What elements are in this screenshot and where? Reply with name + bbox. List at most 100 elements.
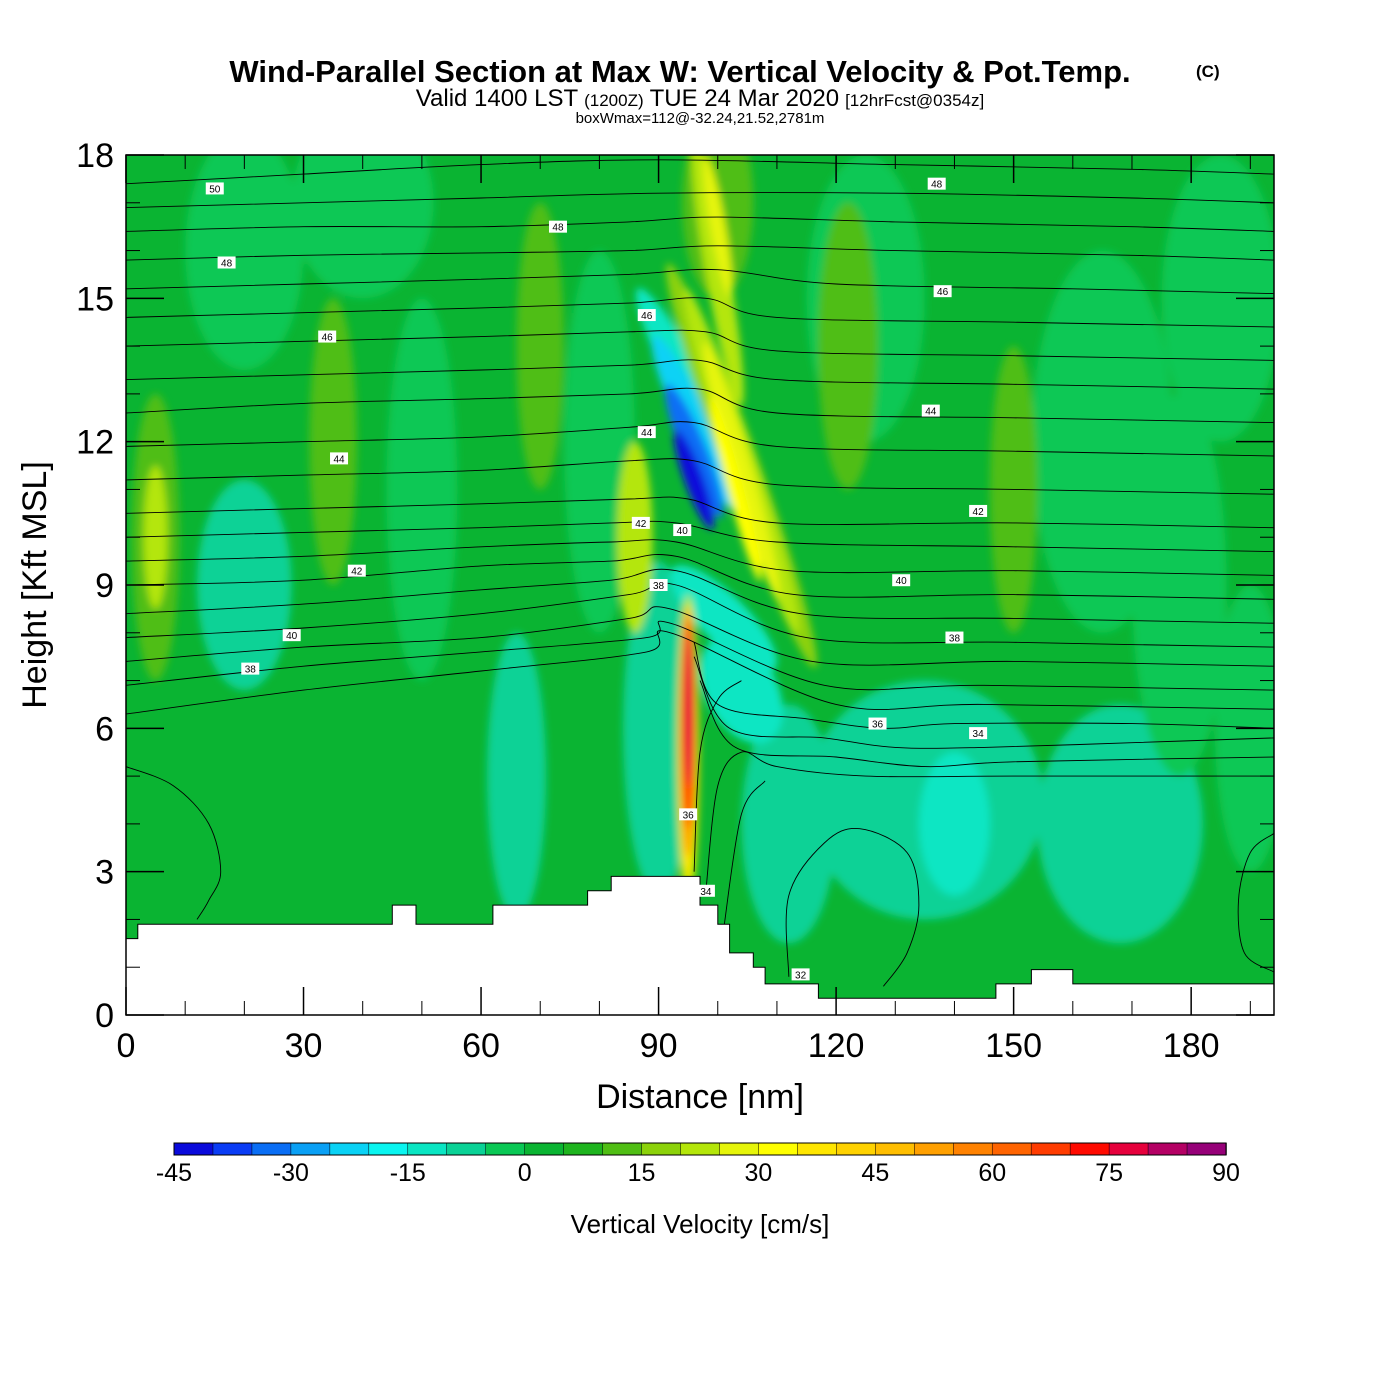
colorbar-swatch xyxy=(407,1142,448,1156)
contour-line xyxy=(126,192,1274,209)
svg-text:44: 44 xyxy=(641,428,653,439)
svg-text:42: 42 xyxy=(635,519,647,530)
velocity-blob xyxy=(185,155,304,370)
svg-text:48: 48 xyxy=(221,259,233,270)
velocity-blob xyxy=(703,156,733,298)
colorbar-swatch xyxy=(758,1142,799,1156)
contour-label: 40 xyxy=(673,524,692,537)
contour-line xyxy=(126,245,1274,261)
velocity-blob xyxy=(143,465,168,609)
colorbar-tick-label: 30 xyxy=(745,1159,773,1187)
velocity-blob xyxy=(623,561,695,896)
svg-text:50: 50 xyxy=(209,184,221,195)
contour-line xyxy=(126,387,1274,424)
colorbar-swatch xyxy=(368,1142,409,1156)
contour-line xyxy=(723,780,766,930)
colorbar-swatch xyxy=(1030,1142,1071,1156)
x-tick-label: 90 xyxy=(640,1027,678,1065)
velocity-blob xyxy=(670,565,778,672)
x-tick-label: 0 xyxy=(117,1027,136,1065)
contour-label: 44 xyxy=(921,404,940,418)
x-axis-label: Distance [nm] xyxy=(596,1078,804,1116)
colorbar-swatch xyxy=(719,1142,760,1156)
svg-text:40: 40 xyxy=(896,576,908,587)
y-tick-label: 9 xyxy=(95,567,114,605)
colorbar: -45 -30 -15 0 15 30 45 60 75 90 xyxy=(156,1142,1240,1187)
colorbar-swatch xyxy=(1108,1142,1149,1156)
svg-text:38: 38 xyxy=(245,665,257,676)
contour-line xyxy=(126,568,1274,624)
colorbar-swatch xyxy=(524,1142,565,1156)
svg-text:36: 36 xyxy=(872,720,884,731)
velocity-blob xyxy=(1161,155,1274,442)
y-tick-label: 0 xyxy=(95,997,114,1035)
colorbar-swatch xyxy=(173,1142,214,1156)
svg-text:48: 48 xyxy=(552,223,564,234)
colorbar-swatch xyxy=(836,1142,877,1156)
contour-label: 46 xyxy=(637,309,656,322)
colorbar-tick-label: 60 xyxy=(978,1159,1006,1187)
colorbar-swatch xyxy=(1186,1142,1227,1156)
velocity-blob xyxy=(386,298,458,681)
chart-title: Wind-Parallel Section at Max W: Vertical… xyxy=(229,54,1130,89)
svg-text:46: 46 xyxy=(641,311,653,322)
colorbar-tick-label: -30 xyxy=(273,1159,309,1187)
colorbar-tick-label: -15 xyxy=(390,1159,426,1187)
contour-line xyxy=(126,620,1274,691)
svg-text:40: 40 xyxy=(286,631,298,642)
svg-text:36: 36 xyxy=(683,810,695,821)
velocity-blob xyxy=(1037,704,1203,944)
velocity-blob xyxy=(197,479,292,691)
velocity-blob xyxy=(918,752,990,896)
colorbar-swatch xyxy=(212,1142,253,1156)
contour-label: 46 xyxy=(318,330,337,344)
contour-label: 38 xyxy=(241,662,260,676)
velocity-blob xyxy=(486,632,547,920)
contour-label: 44 xyxy=(330,452,349,465)
x-tick-label: 120 xyxy=(808,1027,865,1065)
velocity-blob xyxy=(664,384,724,518)
svg-text:46: 46 xyxy=(322,333,334,344)
contour-line xyxy=(126,359,1274,390)
contour-label: 48 xyxy=(927,177,946,191)
colorbar-swatch xyxy=(991,1142,1032,1156)
date-label: TUE 24 Mar 2020 xyxy=(650,85,839,112)
colorbar-tick-label: 45 xyxy=(861,1159,889,1187)
contour-label: 34 xyxy=(696,884,715,898)
y-tick-label: 15 xyxy=(76,280,114,318)
svg-text:42: 42 xyxy=(973,507,985,518)
contour-line xyxy=(785,827,920,987)
terrain xyxy=(126,875,1274,1015)
velocity-blob xyxy=(516,202,564,490)
contour-line xyxy=(1237,833,1274,973)
contour-line xyxy=(126,554,1274,600)
contour-label: 38 xyxy=(649,579,668,592)
colorbar-swatch xyxy=(446,1142,487,1156)
colorbar-swatch xyxy=(875,1142,916,1156)
colorbar-swatch xyxy=(1147,1142,1188,1156)
svg-text:38: 38 xyxy=(949,634,961,645)
contour-line xyxy=(126,496,1274,529)
contour-line xyxy=(126,297,1274,328)
contour-label: 48 xyxy=(217,256,236,270)
contour-line xyxy=(126,268,1274,295)
velocity-blob xyxy=(683,632,693,786)
colorbar-label: Vertical Velocity [cm/s] xyxy=(571,1209,830,1239)
box-info: boxWmax=112@-32.24,21.52,2781m xyxy=(576,110,825,127)
velocity-blob xyxy=(617,441,653,633)
contour-line xyxy=(693,656,1274,749)
copyright-mark: (C) xyxy=(1196,62,1220,81)
contour-line xyxy=(126,421,1274,457)
y-tick-label: 6 xyxy=(95,710,114,748)
contour-label: 40 xyxy=(282,629,301,642)
colorbar-swatch xyxy=(563,1142,604,1156)
colorbar-swatch xyxy=(602,1142,643,1156)
colorbar-tick-label: 15 xyxy=(628,1159,656,1187)
velocity-blob xyxy=(818,202,878,490)
contour-line xyxy=(693,642,1274,729)
svg-text:34: 34 xyxy=(700,887,712,898)
colorbar-swatch xyxy=(290,1142,331,1156)
contour-label: 36 xyxy=(679,808,698,821)
